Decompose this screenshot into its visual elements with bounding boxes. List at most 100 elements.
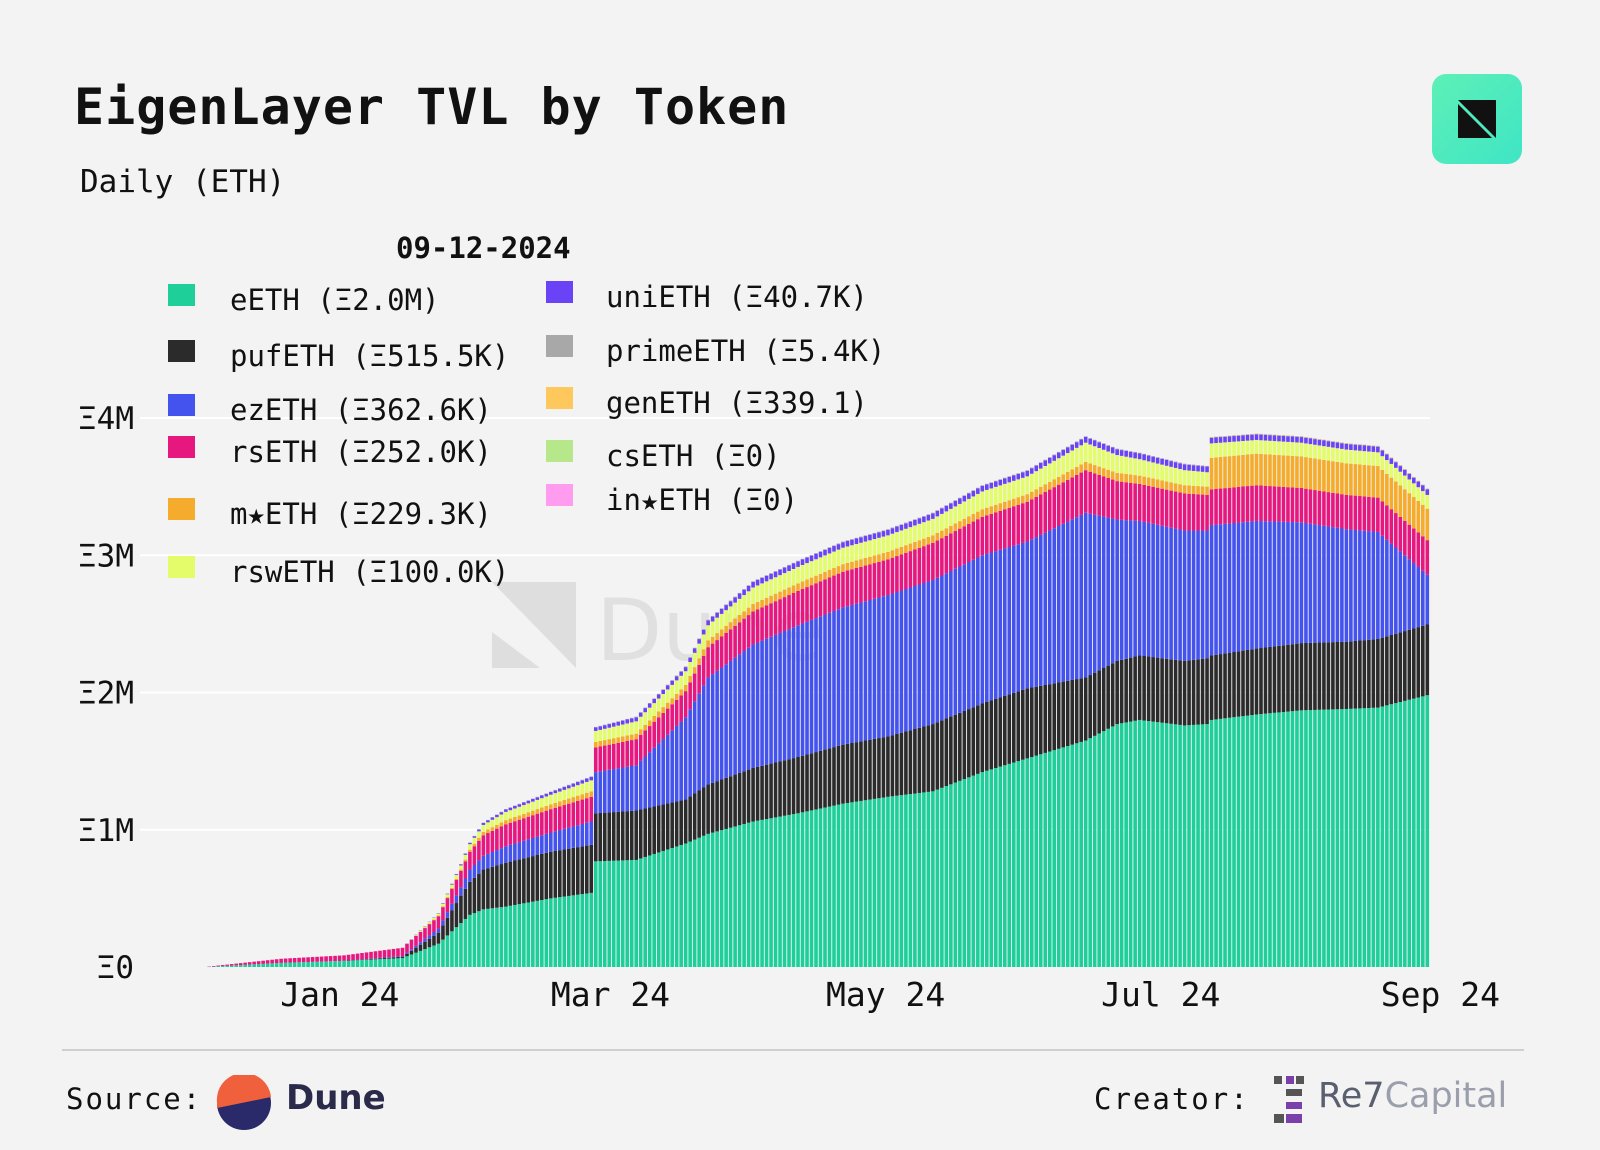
bar-segment-pufeth	[980, 703, 985, 773]
bar-segment-eeth	[1407, 699, 1412, 967]
bar-segment-eeth	[1088, 738, 1092, 967]
bar-segment-primeeth	[1083, 436, 1088, 437]
bar-segment-pufeth	[1173, 659, 1178, 725]
bar-segment-eeth	[436, 943, 441, 967]
bar-segment-rseth	[760, 607, 764, 641]
bar-segment-pufeth	[1353, 640, 1358, 709]
bar-segment-unieth	[908, 521, 913, 528]
bar-segment-ezeth	[989, 552, 994, 701]
day-bar	[1299, 436, 1304, 967]
bar-segment-pufeth	[881, 737, 886, 798]
bar-segment-ezeth	[463, 878, 468, 889]
bar-segment-rsweth	[1020, 477, 1025, 496]
bar-segment-pufeth	[1340, 641, 1344, 710]
bar-segment-rseth	[355, 953, 360, 960]
bar-segment-pufeth	[607, 812, 612, 861]
bar-segment-mstareth	[917, 540, 922, 548]
bar-segment-eeth	[1025, 758, 1030, 967]
day-bar	[737, 592, 742, 967]
bar-segment-pufeth	[508, 861, 513, 906]
bar-segment-rsweth	[899, 530, 904, 547]
bar-segment-rseth	[1349, 495, 1353, 530]
bar-segment-ezeth	[1308, 523, 1313, 643]
bar-segment-pufeth	[1025, 688, 1030, 759]
day-bar	[1079, 438, 1083, 967]
bar-segment-pufeth	[593, 813, 598, 862]
bar-segment-ezeth	[567, 827, 571, 849]
legend-label: primeETH (Ξ5.4K)	[606, 334, 885, 368]
bar-segment-rseth	[697, 664, 701, 694]
bar-segment-ezeth	[436, 928, 441, 933]
bar-segment-pufeth	[1124, 658, 1128, 723]
bar-segment-unieth	[562, 786, 567, 790]
day-bar	[1236, 434, 1241, 967]
bar-segment-primeeth	[823, 549, 827, 550]
bar-segment-rseth	[962, 526, 967, 565]
bar-segment-rseth	[486, 833, 490, 854]
bar-segment-unieth	[782, 567, 787, 574]
bar-segment-pufeth	[1308, 642, 1313, 711]
bar-segment-eeth	[324, 961, 328, 967]
day-bar	[1313, 438, 1317, 967]
bar-segment-primeeth	[1074, 441, 1079, 443]
bar-segment-mstareth	[1308, 457, 1313, 490]
bar-segment-rseth	[274, 959, 279, 964]
bar-segment-eeth	[1016, 761, 1021, 968]
bar-segment-mstareth	[522, 813, 526, 819]
bar-segment-rseth	[1295, 487, 1299, 523]
bar-segment-primeeth	[1214, 436, 1218, 438]
bar-segment-ezeth	[737, 654, 742, 773]
bar-segment-rseth	[427, 924, 432, 936]
bar-segment-rseth	[1232, 487, 1236, 523]
day-bar	[567, 784, 571, 967]
bar-segment-rseth	[836, 573, 841, 610]
brand-logo	[1432, 74, 1522, 164]
bar-segment-ezeth	[688, 709, 692, 797]
day-bar	[225, 964, 229, 967]
bar-segment-rseth	[1070, 477, 1075, 520]
bar-segment-eeth	[760, 819, 764, 967]
bar-segment-pufeth	[405, 953, 409, 957]
bar-segment-rsweth	[1160, 464, 1164, 481]
bar-segment-rsweth	[1142, 460, 1146, 477]
day-bar	[472, 835, 477, 967]
bar-segment-rsweth	[629, 722, 634, 735]
bar-segment-ezeth	[904, 589, 908, 732]
bar-segment-mstareth	[1187, 485, 1191, 494]
bar-segment-pufeth	[1079, 678, 1083, 742]
bar-segment-eeth	[229, 965, 234, 967]
bar-segment-rsweth	[1164, 465, 1169, 482]
bar-segment-unieth	[868, 534, 872, 541]
bar-segment-mstareth	[544, 805, 549, 811]
bar-segment-rsweth	[1322, 446, 1326, 460]
bar-segment-rsweth	[1272, 441, 1277, 455]
bar-segment-ezeth	[562, 828, 567, 850]
bar-segment-rseth	[733, 625, 737, 658]
bar-segment-eeth	[715, 831, 719, 967]
bar-segment-mstareth	[787, 587, 791, 596]
day-bar	[526, 800, 531, 967]
bar-segment-rseth	[504, 824, 508, 847]
bar-segment-rseth	[1056, 484, 1061, 526]
bar-segment-ezeth	[1380, 535, 1385, 638]
day-bar	[1295, 436, 1299, 967]
bar-segment-rseth	[346, 954, 351, 961]
bar-segment-pufeth	[908, 730, 913, 795]
bar-segment-mstareth	[535, 809, 540, 814]
bar-segment-rsweth	[1137, 459, 1142, 476]
day-bar	[643, 707, 647, 967]
bar-segment-ezeth	[602, 770, 607, 813]
bar-segment-mstareth	[706, 640, 710, 648]
bar-segment-pufeth	[418, 944, 423, 951]
bar-segment-primeeth	[728, 600, 733, 602]
bar-segment-rsweth	[769, 579, 773, 596]
bar-segment-pufeth	[396, 957, 400, 959]
bar-segment-rseth	[292, 958, 297, 963]
bar-segment-eeth	[252, 964, 256, 967]
bar-segment-eeth	[243, 964, 247, 967]
bar-segment-unieth	[1101, 444, 1106, 450]
bar-segment-primeeth	[1376, 445, 1380, 447]
bar-segment-pufeth	[1056, 682, 1061, 749]
bar-segment-eeth	[346, 960, 351, 967]
bar-segment-pufeth	[450, 910, 454, 932]
